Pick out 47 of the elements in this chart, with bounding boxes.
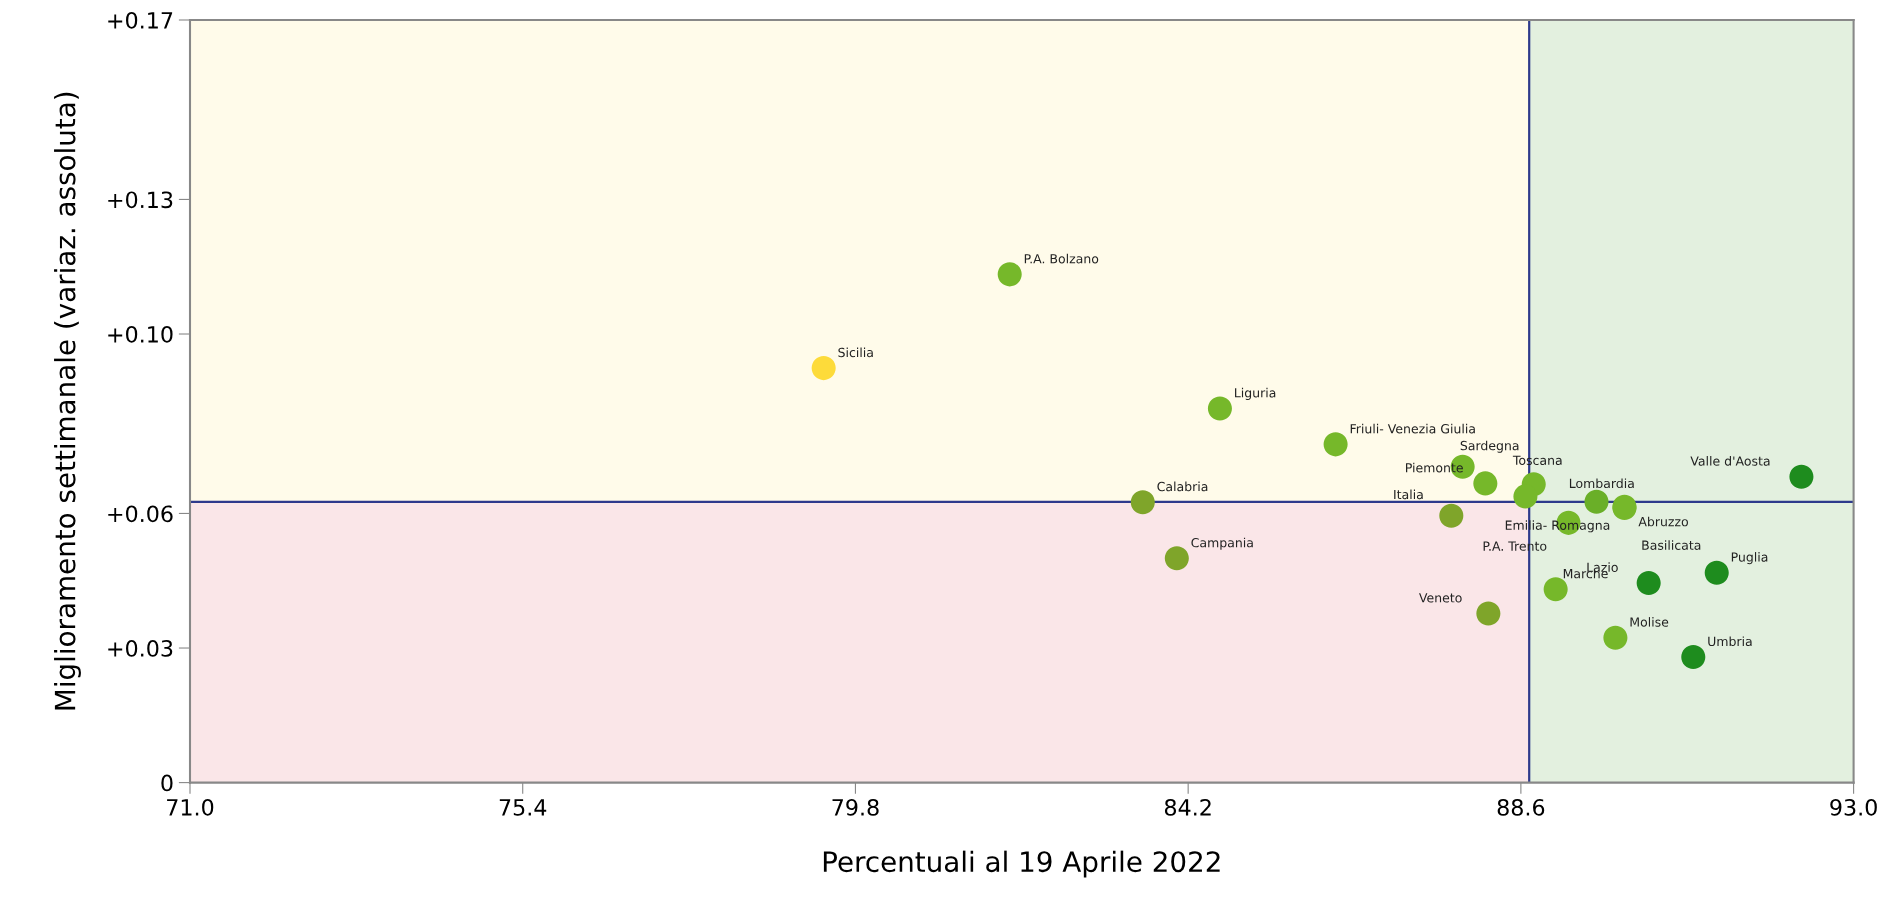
data-label: Valle d'Aosta [1690, 456, 1770, 466]
y-tick-label: +0.06 [108, 505, 173, 523]
data-label: Veneto [1419, 593, 1462, 603]
x-tick-label: 75.4 [499, 799, 547, 816]
y-tick-label: +0.13 [108, 191, 173, 209]
point [997, 262, 1022, 287]
point [1513, 484, 1538, 509]
data-label: Sardegna [1460, 440, 1519, 453]
data-label: Calabria [1157, 481, 1208, 492]
data-label: Molise [1630, 617, 1669, 627]
point [811, 356, 836, 381]
x-tick-label: 71.0 [167, 798, 214, 816]
point [1603, 625, 1628, 650]
y-tick-label: +0.10 [108, 325, 173, 343]
point [1473, 471, 1498, 496]
x-axis-title: Percentuali al 19 Aprile 2022 [823, 850, 1220, 878]
data-label: Italia [1394, 489, 1423, 500]
x-tick-label: 93.0 [1830, 798, 1877, 816]
y-tick-label: +0.03 [108, 639, 173, 657]
data-label: Sicilia [838, 347, 873, 358]
data-label: Liguria [1235, 387, 1276, 400]
x-tick-label: 84.2 [1164, 798, 1211, 816]
point [1681, 644, 1706, 670]
point [1584, 489, 1609, 514]
point [1164, 546, 1189, 571]
point [1130, 490, 1155, 515]
data-label: Campania [1191, 537, 1253, 550]
point [1636, 570, 1661, 596]
data-label: Friuli- Venezia Giulia [1350, 423, 1475, 434]
point [1704, 560, 1729, 585]
point [1543, 577, 1568, 602]
data-label: Abruzzo [1638, 516, 1688, 527]
y-tick-label: 0 [161, 774, 173, 792]
point [1789, 464, 1814, 489]
point [1207, 396, 1232, 421]
data-label: Basilicata [1642, 540, 1701, 550]
data-label: Umbria [1708, 636, 1752, 647]
point [1323, 432, 1348, 457]
data-label: P.A. Bolzano [1024, 253, 1099, 264]
point [1476, 601, 1501, 626]
x-tick-label: 79.8 [832, 798, 879, 816]
data-label: Puglia [1731, 552, 1768, 565]
data-label: Lombardia [1569, 478, 1634, 489]
point [1439, 503, 1464, 528]
y-axis-title: Miglioramento settimanale (variaz. assoluta) [54, 92, 81, 710]
x-tick-label: 88.6 [1497, 798, 1545, 816]
y-tick-label: +0.17 [108, 11, 173, 29]
